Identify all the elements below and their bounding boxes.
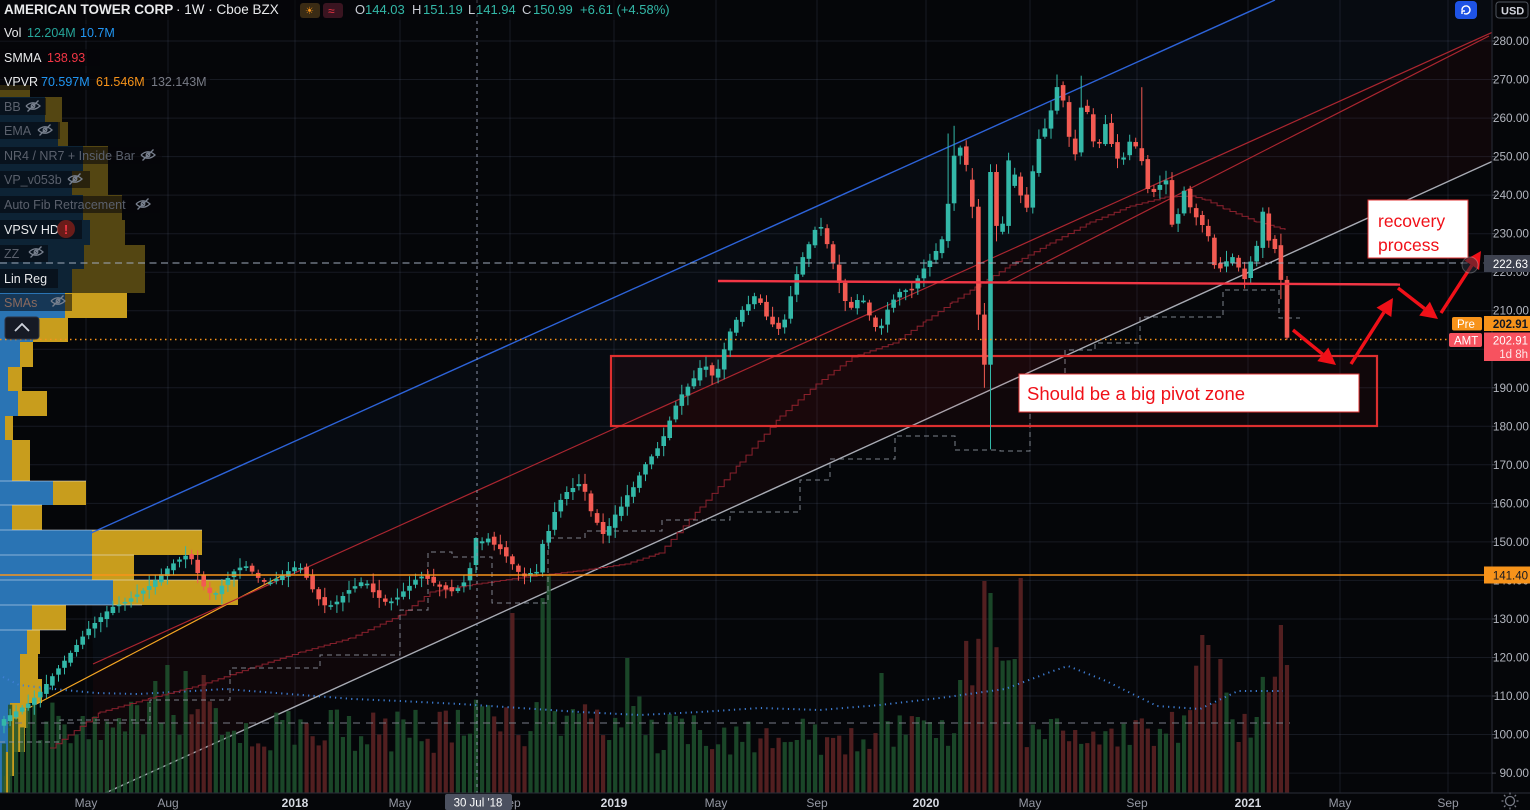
svg-text:☀: ☀ (305, 6, 314, 17)
svg-text:ZZ: ZZ (4, 247, 20, 261)
svg-text:O: O (355, 2, 365, 17)
svg-text:Aug: Aug (157, 796, 178, 810)
svg-text:VPSV HD: VPSV HD (4, 223, 59, 237)
svg-text:110.00: 110.00 (1494, 689, 1530, 703)
svg-text:120.00: 120.00 (1493, 651, 1530, 665)
svg-text:190.00: 190.00 (1493, 381, 1530, 395)
svg-text:May: May (705, 796, 728, 810)
svg-text:· 1W · Cboe BZX: · 1W · Cboe BZX (176, 2, 279, 17)
svg-text:2020: 2020 (913, 796, 940, 810)
svg-text:2021: 2021 (1235, 796, 1262, 810)
svg-text:210.00: 210.00 (1493, 304, 1530, 318)
svg-text:Should be a big pivot zone: Should be a big pivot zone (1027, 383, 1245, 404)
svg-text:90.00: 90.00 (1499, 766, 1529, 780)
svg-text:BB: BB (4, 100, 21, 114)
svg-text:280.00: 280.00 (1493, 34, 1530, 48)
svg-text:270.00: 270.00 (1493, 73, 1530, 87)
svg-text:250.00: 250.00 (1493, 150, 1530, 164)
svg-text:C: C (522, 2, 531, 17)
svg-text:150.00: 150.00 (1493, 535, 1530, 549)
svg-text:170.00: 170.00 (1493, 458, 1530, 472)
svg-text:process: process (1378, 235, 1440, 255)
svg-text:240.00: 240.00 (1493, 188, 1530, 202)
svg-text:230.00: 230.00 (1493, 227, 1530, 241)
svg-text:+6.61 (+4.58%): +6.61 (+4.58%) (580, 2, 670, 17)
svg-text:Sep: Sep (1437, 796, 1459, 810)
svg-text:2018: 2018 (282, 796, 309, 810)
svg-text:30 Jul '18: 30 Jul '18 (454, 798, 503, 810)
svg-text:Vol: Vol (4, 26, 21, 40)
svg-text:222.63: 222.63 (1493, 259, 1528, 271)
svg-text:VP_v053b: VP_v053b (4, 173, 62, 187)
svg-text:202.91: 202.91 (1493, 336, 1528, 348)
svg-text:Sep: Sep (806, 796, 828, 810)
svg-text:70.597M: 70.597M (41, 75, 90, 89)
svg-text:100.00: 100.00 (1493, 728, 1530, 742)
svg-text:61.546M: 61.546M (96, 75, 145, 89)
svg-text:May: May (75, 796, 98, 810)
svg-text:SMAs: SMAs (4, 296, 37, 310)
svg-text:132.143M: 132.143M (151, 75, 207, 89)
svg-text:141.94: 141.94 (476, 2, 516, 17)
svg-text:2019: 2019 (601, 796, 628, 810)
svg-text:EMA: EMA (4, 124, 32, 138)
svg-text:260.00: 260.00 (1493, 111, 1530, 125)
svg-text:12.204M: 12.204M (27, 26, 76, 40)
svg-text:May: May (1019, 796, 1042, 810)
svg-text:Sep: Sep (1126, 796, 1148, 810)
svg-text:USD: USD (1501, 6, 1524, 18)
svg-text:144.03: 144.03 (365, 2, 405, 17)
svg-text:L: L (468, 2, 475, 17)
svg-text:Pre: Pre (1457, 319, 1475, 331)
svg-text:VPVR: VPVR (4, 75, 38, 89)
svg-text:May: May (1329, 796, 1352, 810)
svg-text:150.99: 150.99 (533, 2, 573, 17)
svg-text:Lin Reg: Lin Reg (4, 272, 47, 286)
svg-text:≈: ≈ (328, 4, 335, 18)
svg-text:SMMA: SMMA (4, 51, 42, 65)
svg-text:151.19: 151.19 (423, 2, 463, 17)
svg-text:AMT: AMT (1454, 336, 1478, 348)
svg-text:Auto Fib Retracement: Auto Fib Retracement (4, 198, 126, 212)
svg-text:AMERICAN TOWER CORP: AMERICAN TOWER CORP (4, 2, 173, 17)
svg-text:138.93: 138.93 (47, 51, 85, 65)
svg-text:160.00: 160.00 (1493, 496, 1530, 510)
svg-text:H: H (412, 2, 421, 17)
svg-text:202.91: 202.91 (1493, 319, 1529, 331)
svg-text:recovery: recovery (1378, 211, 1445, 231)
svg-text:10.7M: 10.7M (80, 26, 115, 40)
svg-text:!: ! (64, 222, 68, 237)
svg-text:130.00: 130.00 (1493, 612, 1530, 626)
svg-text:May: May (389, 796, 412, 810)
svg-text:NR4 / NR7 + Inside Bar: NR4 / NR7 + Inside Bar (4, 149, 135, 163)
svg-text:180.00: 180.00 (1493, 419, 1530, 433)
svg-text:141.40: 141.40 (1493, 571, 1528, 583)
svg-text:1d 8h: 1d 8h (1499, 349, 1528, 361)
